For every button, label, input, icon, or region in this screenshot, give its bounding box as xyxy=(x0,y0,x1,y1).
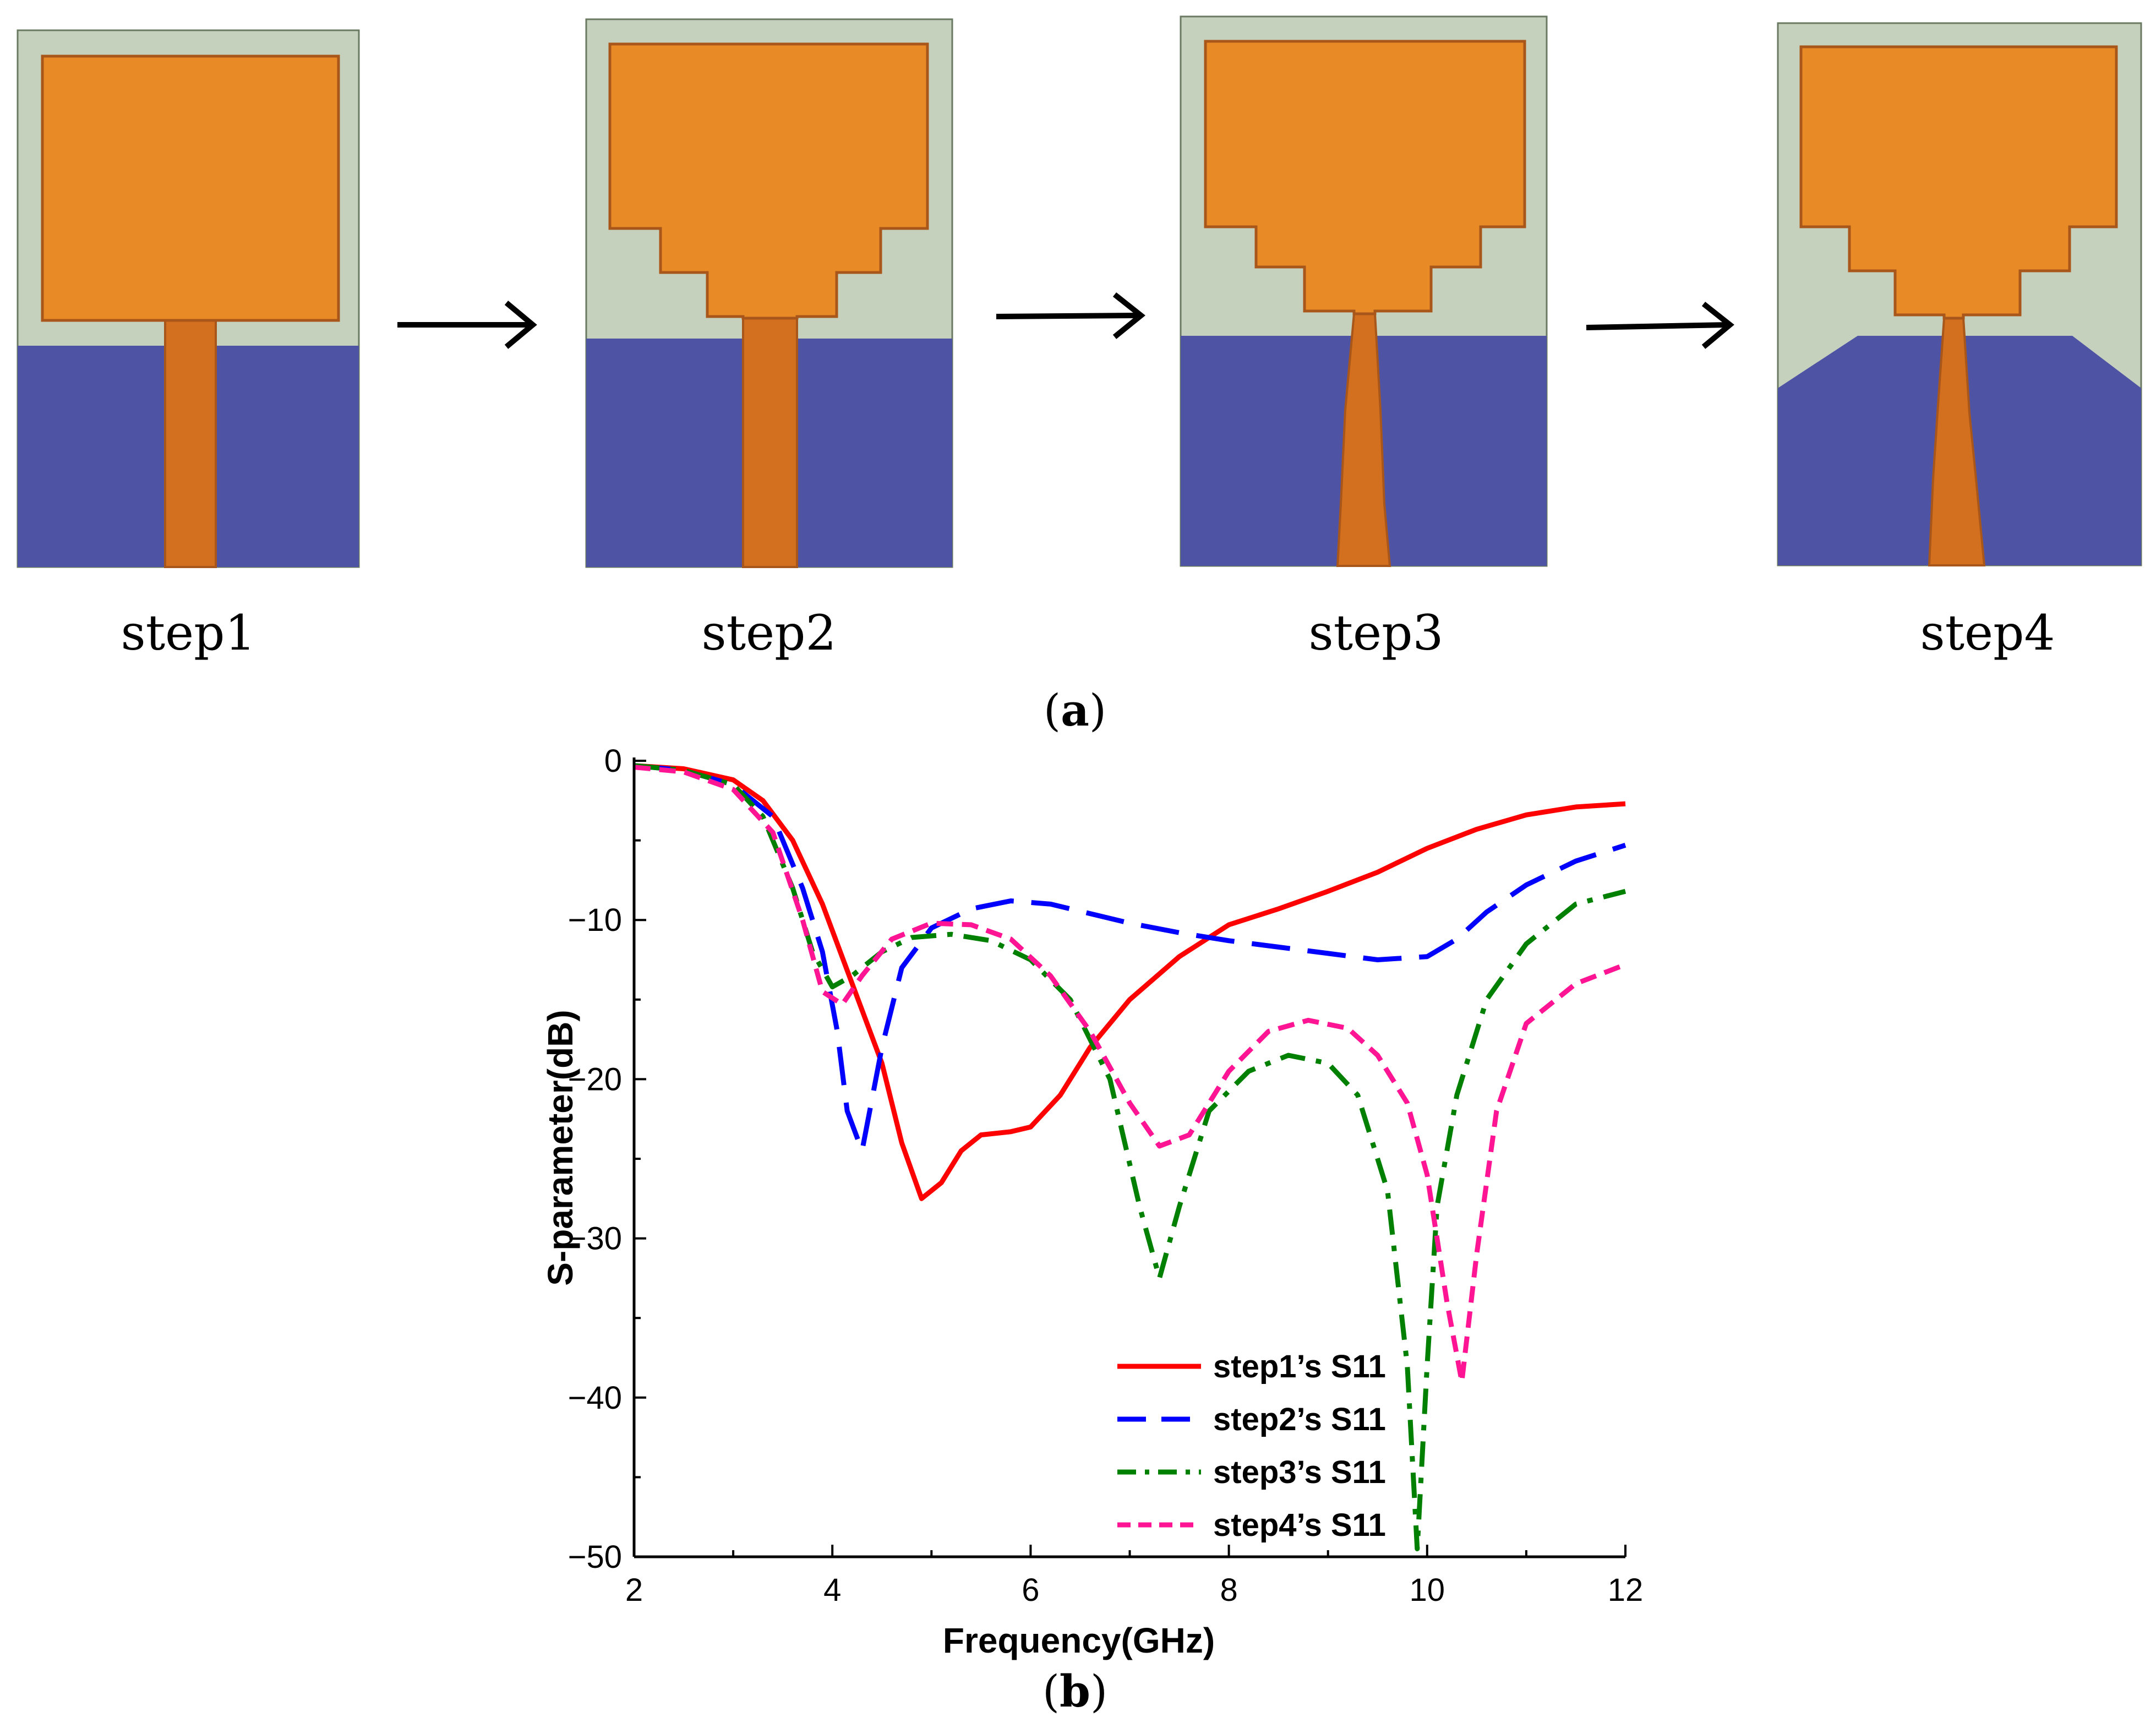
antenna-step1 xyxy=(17,29,360,568)
arrow-right-icon xyxy=(1586,302,1734,349)
series-line-step1 xyxy=(634,763,1626,1201)
tapered-feed-line xyxy=(1928,317,1986,566)
legend-label: step3’s S11 xyxy=(1213,1454,1386,1490)
x-tick-label: 10 xyxy=(1410,1572,1445,1608)
panel-b-chart: 2 4 6 8 10 120−10−20−30−40−50 Frequency(GHz) … xyxy=(541,743,1643,1660)
legend: step1’s S11 step2’s S11 step3’s S11 step4’s… xyxy=(1117,1349,1386,1543)
antenna-step2 xyxy=(585,18,953,568)
step-label: step2 xyxy=(702,604,837,661)
antenna-step3 xyxy=(1180,15,1548,567)
y-tick-label: −40 xyxy=(568,1380,622,1416)
series-line-step2 xyxy=(634,763,1626,1153)
feed-line xyxy=(164,319,217,568)
legend-label: step4’s S11 xyxy=(1213,1507,1386,1543)
y-axis-label: S-parameter(dB) xyxy=(541,1010,580,1285)
step-label: step3 xyxy=(1309,604,1444,661)
stepped-patch xyxy=(608,42,929,320)
axes: 2 4 6 8 10 12 0 −10 −20 −30 −40 −50 xyxy=(568,743,1644,1608)
y-tick-label: −10 xyxy=(568,902,622,938)
series-line-step4 xyxy=(634,765,1626,1384)
x-axis-label: Frequency(GHz) xyxy=(943,1621,1215,1660)
legend-label: step2’s S11 xyxy=(1213,1402,1386,1437)
feed-line xyxy=(742,317,798,568)
stepped-patch xyxy=(1799,45,2118,320)
legend-label: step1’s S11 xyxy=(1213,1349,1386,1384)
panel-a-caption: (a) xyxy=(1044,684,1106,736)
x-tick-label: 12 xyxy=(1608,1572,1644,1608)
panel-b-caption: (b) xyxy=(1042,1665,1107,1717)
arrow-right-icon xyxy=(996,292,1145,339)
step-label: step1 xyxy=(121,604,256,661)
y-tick-label: 0 xyxy=(604,743,622,779)
stepped-patch xyxy=(1204,40,1526,315)
arrow-right-icon xyxy=(397,301,537,349)
series-line-step3 xyxy=(634,763,1626,1551)
tapered-feed-line xyxy=(1336,313,1391,567)
x-tick-label: 8 xyxy=(1220,1572,1237,1608)
x-tick-label: 6 xyxy=(1022,1572,1039,1608)
plot-area xyxy=(634,763,1626,1551)
step-label: step4 xyxy=(1920,604,2055,661)
y-tick-label: −20 xyxy=(568,1061,622,1097)
y-tick-label: −50 xyxy=(568,1539,622,1575)
radiating-patch xyxy=(41,54,340,322)
x-tick-label: 2 xyxy=(625,1572,643,1608)
x-tick-label: 4 xyxy=(823,1572,841,1608)
y-tick-label: −30 xyxy=(568,1221,622,1257)
panel-a: step1 step2 step3 step4 (a) xyxy=(17,15,2142,736)
antenna-step4 xyxy=(1777,22,2142,566)
